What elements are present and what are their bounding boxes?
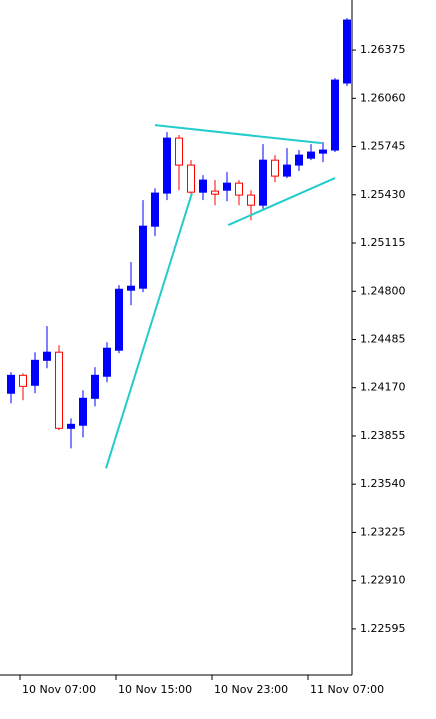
candle-body <box>151 192 159 227</box>
y-tick-label: 1.23855 <box>360 429 406 442</box>
y-tick-label: 1.23540 <box>360 477 406 490</box>
candle-body <box>127 285 135 291</box>
candle-body <box>67 423 75 429</box>
candle-body <box>259 159 267 206</box>
y-tick-label: 1.25115 <box>360 236 406 249</box>
candle-body <box>55 351 63 429</box>
candle-body <box>187 164 195 193</box>
candle-body <box>295 154 303 166</box>
y-tick-label: 1.24800 <box>360 284 406 297</box>
y-tick-label: 1.26060 <box>360 91 406 104</box>
y-tick-label: 1.22595 <box>360 622 406 635</box>
trendline <box>105 192 193 469</box>
candle-body <box>343 19 351 84</box>
y-tick-label: 1.24485 <box>360 332 406 345</box>
y-tick-label: 1.22910 <box>360 574 406 587</box>
x-tick-label: 10 Nov 23:00 <box>214 683 288 696</box>
y-tick-label: 1.24170 <box>360 381 406 394</box>
candle-body <box>331 79 339 151</box>
candle-body <box>247 194 255 206</box>
candle-body <box>163 137 171 194</box>
candle-body <box>19 374 27 387</box>
candle-body <box>115 288 123 351</box>
candle-body <box>175 137 183 166</box>
x-tick-label: 10 Nov 07:00 <box>22 683 96 696</box>
candle-body <box>271 159 279 177</box>
y-tick-label: 1.23225 <box>360 525 406 538</box>
candle-body <box>211 190 219 195</box>
candle-body <box>7 374 15 394</box>
candle-body <box>283 164 291 177</box>
candle-body <box>319 149 327 154</box>
trendline <box>154 124 322 145</box>
candle-body <box>31 359 39 386</box>
y-tick-label: 1.26375 <box>360 43 406 56</box>
candle-body <box>103 347 111 377</box>
y-tick-label: 1.25430 <box>360 188 406 201</box>
candle-body <box>91 374 99 399</box>
candle-body <box>307 151 315 159</box>
candle-body <box>139 225 147 289</box>
candle-body <box>223 182 231 191</box>
y-tick-label: 1.25745 <box>360 140 406 153</box>
x-tick-label: 10 Nov 15:00 <box>118 683 192 696</box>
trendline <box>227 177 336 227</box>
candle-body <box>235 182 243 196</box>
candle-body <box>79 397 87 426</box>
candle-body <box>43 351 51 361</box>
candle-body <box>199 179 207 193</box>
x-tick-label: 11 Nov 07:00 <box>310 683 384 696</box>
